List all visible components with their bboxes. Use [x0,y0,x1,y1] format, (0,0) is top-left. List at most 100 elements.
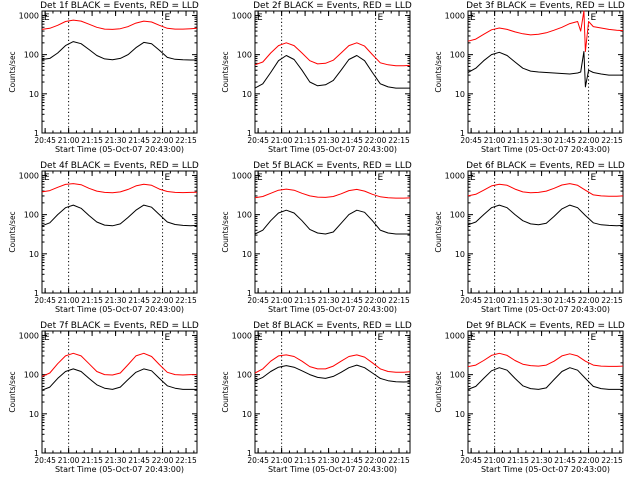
event-marker-label: E [470,173,476,183]
x-tick-label: 21:45 [341,296,363,305]
y-tick-label: 1 [247,449,252,458]
x-tick-label: 22:00 [365,296,387,305]
y-tick-label: 1000 [445,171,465,180]
chart-panel-5: Det 5f BLACK = Events, RED = LLD 1 10 100 10… [221,161,412,314]
x-tick-label: 21:15 [294,296,316,305]
y-axis-label: Counts/sec [434,211,443,252]
y-tick-label: 10 [29,410,39,419]
x-tick-label: 21:30 [318,456,340,465]
y-tick-label: 1000 [445,331,465,340]
x-axis-label: Start Time (05-Oct-07 20:43:00) [55,305,184,314]
x-tick-label: 22:15 [388,136,410,145]
y-tick-label: 1 [247,289,252,298]
x-axis-label: Start Time (05-Oct-07 20:43:00) [481,145,610,154]
x-tick-label: 21:15 [81,456,103,465]
x-tick-label: 21:45 [554,296,576,305]
chart-panel-9: Det 9f BLACK = Events, RED = LLD 1 10 100 10… [434,321,625,474]
chart-title: Det 3f BLACK = Events, RED = LLD [466,1,625,11]
chart-title: Det 7f BLACK = Events, RED = LLD [40,321,199,331]
x-tick-label: 22:00 [152,296,174,305]
x-tick-label: 22:00 [578,296,600,305]
event-marker-label: E [378,173,384,183]
y-tick-label: 10 [242,90,252,99]
event-marker-label: E [165,333,171,343]
x-axis-label: Start Time (05-Oct-07 20:43:00) [268,305,397,314]
plot-frame [254,330,411,454]
x-tick-label: 21:30 [105,456,127,465]
series-lld-line [41,19,198,30]
series-lld-line [467,352,624,368]
y-tick-label: 1000 [232,11,252,20]
event-marker-label: E [257,333,263,343]
x-tick-label: 21:45 [128,456,150,465]
event-marker-label: E [591,173,597,183]
x-tick-label: 21:15 [294,456,316,465]
series-events-line [41,204,198,227]
x-tick-label: 20:45 [34,296,56,305]
y-axis-label: Counts/sec [8,51,17,92]
y-tick-label: 100 [24,211,39,220]
y-tick-label: 10 [29,90,39,99]
x-tick-label: 21:15 [81,136,103,145]
x-tick-label: 21:45 [554,456,576,465]
y-tick-label: 100 [450,371,465,380]
x-axis-label: Start Time (05-Oct-07 20:43:00) [55,145,184,154]
series-lld-line [254,42,411,67]
x-tick-label: 20:45 [460,296,482,305]
event-marker-label: E [257,13,263,23]
y-tick-label: 1000 [19,331,39,340]
y-tick-label: 100 [450,211,465,220]
y-tick-label: 100 [237,51,252,60]
chart-title: Det 1f BLACK = Events, RED = LLD [40,1,199,11]
series-lld-line [254,354,411,374]
event-marker-label: E [470,13,476,23]
y-tick-label: 100 [24,371,39,380]
chart-title: Det 2f BLACK = Events, RED = LLD [253,1,412,11]
x-tick-label: 21:00 [271,456,293,465]
y-tick-label: 1000 [232,171,252,180]
y-tick-label: 10 [242,410,252,419]
x-tick-label: 21:15 [81,296,103,305]
y-axis-label: Counts/sec [221,51,230,92]
series-lld-line [254,188,411,199]
x-tick-label: 20:45 [247,456,269,465]
x-tick-label: 20:45 [34,136,56,145]
chart-title: Det 8f BLACK = Events, RED = LLD [253,321,412,331]
x-tick-label: 21:45 [128,296,150,305]
x-tick-label: 21:30 [105,136,127,145]
x-tick-label: 21:45 [128,136,150,145]
y-tick-label: 1000 [232,331,252,340]
x-axis-label: Start Time (05-Oct-07 20:43:00) [268,465,397,474]
series-lld-line [41,183,198,194]
y-tick-label: 100 [24,51,39,60]
series-lld-line [467,10,624,52]
event-marker-label: E [44,13,50,23]
x-tick-label: 21:30 [531,296,553,305]
y-axis-label: Counts/sec [8,371,17,412]
x-tick-label: 22:15 [175,136,197,145]
x-tick-label: 22:15 [175,456,197,465]
series-events-line [41,368,197,391]
x-tick-label: 22:15 [601,136,623,145]
x-tick-label: 21:15 [294,136,316,145]
x-tick-label: 20:45 [247,296,269,305]
x-axis-label: Start Time (05-Oct-07 20:43:00) [481,465,610,474]
plot-frame [254,10,411,134]
panels-layer: Det 1f BLACK = Events, RED = LLD 1 10 100 10… [8,1,625,474]
y-tick-label: 1 [460,289,465,298]
event-marker-label: E [378,333,384,343]
y-tick-label: 1 [34,129,39,138]
series-events-line [254,209,410,235]
x-tick-label: 21:30 [105,296,127,305]
series-events-line [41,41,197,61]
x-tick-label: 22:00 [578,456,600,465]
series-events-line [467,51,623,88]
x-tick-label: 22:00 [578,136,600,145]
event-marker-label: E [165,173,171,183]
x-tick-label: 22:15 [601,456,623,465]
event-marker-label: E [591,13,597,23]
x-axis-label: Start Time (05-Oct-07 20:43:00) [481,305,610,314]
x-tick-label: 21:30 [318,136,340,145]
